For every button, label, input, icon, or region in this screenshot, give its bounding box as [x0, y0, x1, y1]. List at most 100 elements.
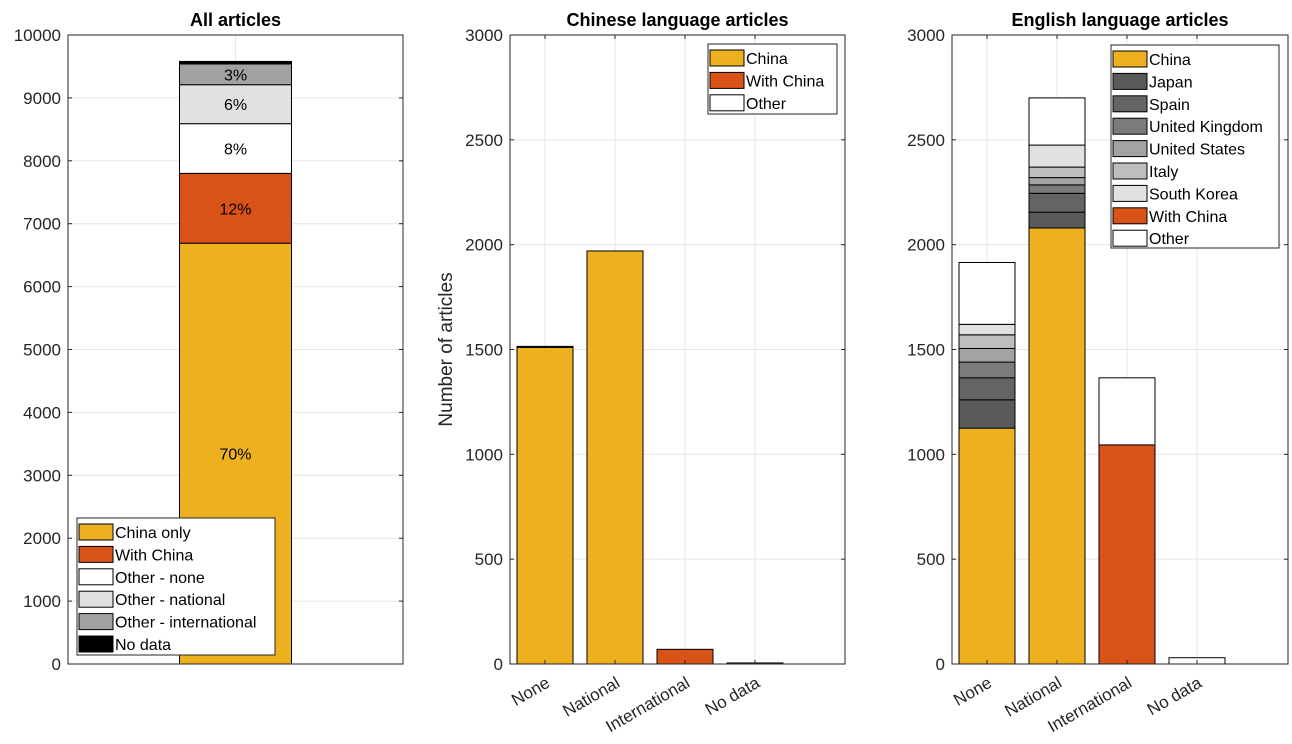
x-tick-label: No data — [1144, 673, 1206, 719]
legend-swatch — [1112, 72, 1148, 90]
chart-panel-1: 70% 12% 8% 6% 3% 0 1000 2000 3000 4000 5000 6000 700… — [14, 10, 404, 674]
bar-segment-italy-national — [1028, 166, 1086, 179]
legend: China Japan Spain United Kingdom United Stat… — [1110, 44, 1280, 249]
x-tick-label: No data — [702, 673, 764, 719]
legend-entry: China — [746, 51, 788, 68]
y-tick-label: 3000 — [907, 26, 945, 45]
y-tick-label: 3000 — [23, 466, 61, 485]
y-tick-label: 1000 — [465, 445, 503, 464]
legend-swatch — [78, 545, 114, 563]
legend-entry: No data — [115, 637, 171, 654]
bar-data-label: 6% — [224, 97, 247, 114]
bar-segment-japan-none — [958, 399, 1016, 429]
bar-segment-south-korea-none — [958, 323, 1016, 336]
legend-box — [76, 517, 276, 656]
chart-title: English language articles — [1011, 10, 1228, 30]
legend-swatch — [1112, 95, 1148, 113]
bar-segment-japan-national — [1028, 211, 1086, 229]
bar-segment-united-states-none — [958, 347, 1016, 363]
legend-swatch — [1112, 117, 1148, 135]
legend-entry: China — [1149, 52, 1191, 69]
legend-entry: United States — [1149, 142, 1245, 159]
legend-entry: Other - national — [115, 592, 225, 609]
legend-entry: Other - none — [115, 570, 205, 587]
legend-entry: Japan — [1149, 74, 1193, 91]
y-tick-label: 10000 — [14, 26, 61, 45]
y-axis-label: Number of articles — [436, 272, 457, 426]
legend-swatch — [1112, 207, 1148, 225]
y-tick-label: 3000 — [465, 26, 503, 45]
bar-segment-south-korea-national — [1028, 144, 1086, 168]
legend-swatch — [1112, 229, 1148, 247]
y-tick-label: 500 — [475, 550, 503, 569]
y-tick-label: 8000 — [23, 152, 61, 171]
bar-segment-with-china-international — [1098, 444, 1156, 665]
bar-segment-china-national — [586, 250, 644, 665]
bar-segment-other-none — [516, 345, 574, 348]
legend-swatch — [78, 523, 114, 541]
legend-entry: Other - international — [115, 615, 256, 632]
y-tick-label: 2500 — [465, 131, 503, 150]
bar-segment-no-data-total — [179, 60, 292, 65]
bar-segment-italy-none — [958, 334, 1016, 349]
y-tick-label: 4000 — [23, 403, 61, 422]
bar-segment-china-none — [958, 427, 1016, 665]
bar-data-label: 8% — [224, 142, 247, 159]
legend-entry: China only — [115, 525, 191, 542]
legend-entry: With China — [115, 547, 193, 564]
legend-swatch — [709, 71, 745, 89]
bar-segment-other-national-total — [179, 84, 292, 125]
legend-swatch — [709, 94, 745, 112]
legend-entry: Spain — [1149, 97, 1190, 114]
legend-entry: With China — [746, 73, 824, 90]
y-tick-label: 6000 — [23, 278, 61, 297]
y-tick-label: 500 — [917, 550, 945, 569]
legend-entry: Other — [746, 96, 787, 113]
bar-segment-united-states-national — [1028, 177, 1086, 186]
y-tick-label: 5000 — [23, 341, 61, 360]
bar-data-label: 3% — [224, 67, 247, 84]
x-tick-label: None — [950, 673, 995, 710]
y-tick-label: 1000 — [907, 445, 945, 464]
legend-entry: Italy — [1149, 164, 1178, 181]
y-tick-label: 2000 — [23, 529, 61, 548]
legend-swatch — [78, 635, 114, 653]
chart-title: All articles — [190, 10, 281, 30]
legend-swatch — [78, 613, 114, 631]
y-tick-label: 0 — [936, 655, 945, 674]
y-tick-label: 2000 — [465, 236, 503, 255]
legend-swatch — [1112, 184, 1148, 202]
legend-entry: With China — [1149, 209, 1227, 226]
y-tick-label: 7000 — [23, 215, 61, 234]
y-tick-label: 2500 — [907, 131, 945, 150]
bar-segment-other-national — [1028, 97, 1086, 146]
y-tick-label: 2000 — [907, 236, 945, 255]
bar-segment-other-none-total — [179, 123, 292, 174]
y-tick-label: 9000 — [23, 89, 61, 108]
x-tick-label: None — [508, 673, 553, 710]
y-tick-label: 1000 — [23, 592, 61, 611]
bar-segment-other-international — [1098, 377, 1156, 446]
legend-entry: South Korea — [1149, 186, 1238, 203]
legend-swatch — [78, 568, 114, 586]
y-tick-label: 0 — [494, 655, 503, 674]
y-tick-label: 0 — [52, 655, 61, 674]
legend: China With China Other — [707, 43, 838, 115]
bar-segment-spain-none — [958, 377, 1016, 401]
bar-segment-united-kingdom-none — [958, 361, 1016, 379]
bar-data-label: 12% — [219, 201, 251, 218]
legend-entry: United Kingdom — [1149, 119, 1263, 136]
legend-swatch — [1112, 50, 1148, 68]
legend-entry: Other — [1149, 231, 1190, 248]
bar-segment-with-china-total — [179, 172, 292, 244]
bar-segment-united-kingdom-national — [1028, 184, 1086, 194]
legend-swatch — [709, 49, 745, 67]
bar-data-label: 70% — [219, 447, 251, 464]
bar-segment-other-none — [958, 261, 1016, 325]
y-tick-label: 1500 — [907, 341, 945, 360]
legend-swatch — [78, 590, 114, 608]
bar-segment-china-national — [1028, 227, 1086, 665]
